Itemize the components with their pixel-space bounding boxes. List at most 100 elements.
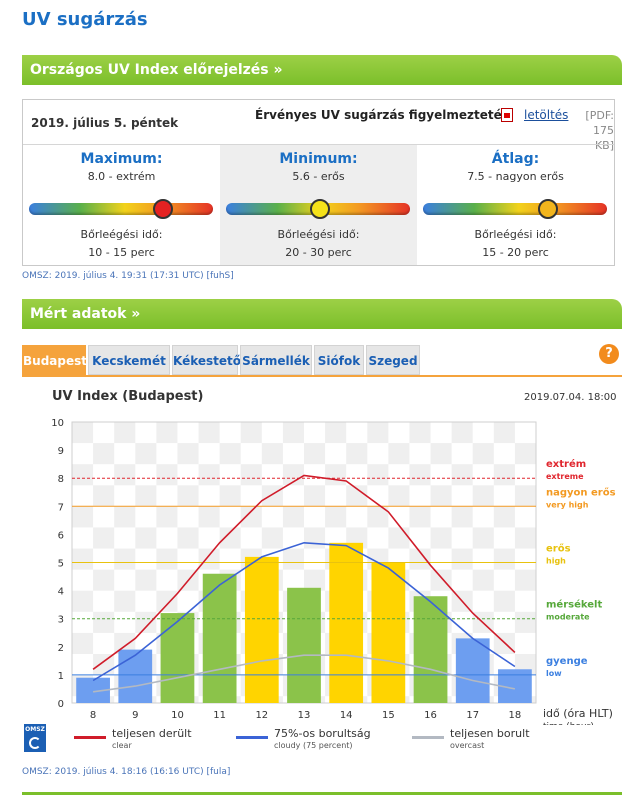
threshold-label: nagyon erős <box>546 486 616 498</box>
series-line <box>92 474 516 670</box>
forecast-section-header[interactable]: Országos UV Index előrejelzés » <box>22 55 622 85</box>
plot-background-tile <box>219 527 241 549</box>
y-tick-label: 4 <box>58 587 64 598</box>
plot-background-tile <box>135 611 157 633</box>
tab-szeged[interactable]: Szeged <box>366 345 420 375</box>
plot-background-tile <box>346 443 368 465</box>
download-link[interactable]: letöltés <box>524 108 569 122</box>
page-title: UV sugárzás <box>22 9 148 30</box>
pdf-info-line1: [PDF: <box>585 109 614 122</box>
threshold-label: erős <box>546 543 571 555</box>
pdf-icon[interactable] <box>501 108 513 122</box>
tab-kecskemet[interactable]: Kecskemét <box>88 345 170 375</box>
y-tick-label: 3 <box>58 615 64 626</box>
plot-background-tile <box>451 548 473 570</box>
plot-background-tile <box>430 527 452 549</box>
legend-clear-swatch <box>74 736 106 739</box>
plot-background-tile <box>72 632 94 654</box>
forecast-date: 2019. július 5. péntek <box>31 116 179 130</box>
plot-background-tile <box>219 485 241 507</box>
plot-background-tile <box>261 485 283 507</box>
uv-scale-bar <box>423 199 607 219</box>
station-tabs: Budapest Kecskemét Kékestető Sármellék S… <box>22 345 622 375</box>
plot-background-tile <box>72 506 94 528</box>
burn-time-label: Bőrleégési idő: <box>80 228 163 241</box>
x-tick-label: 9 <box>132 710 138 721</box>
uv-bar <box>118 649 153 703</box>
x-tick-label: 16 <box>424 710 437 721</box>
y-tick-label: 2 <box>58 643 64 654</box>
threshold-label-en: high <box>546 557 566 566</box>
plot-background-tile <box>93 527 115 549</box>
forecast-credit[interactable]: OMSZ: 2019. július 4. 19:31 (17:31 UTC) … <box>22 271 234 281</box>
y-tick-label: 10 <box>51 418 64 429</box>
threshold-label: extrém <box>546 458 586 470</box>
y-tick-label: 7 <box>58 502 64 513</box>
forecast-panel: 2019. július 5. péntek Érvényes UV sugár… <box>22 99 615 266</box>
plot-background-tile <box>198 422 220 444</box>
plot-background-tile <box>472 485 494 507</box>
plot-background-tile <box>451 422 473 444</box>
plot-background-tile <box>514 443 536 465</box>
uv-bar <box>371 562 406 703</box>
forecast-maximum-heading: Maximum: <box>80 151 163 167</box>
plot-background-tile <box>493 548 515 570</box>
y-tick-label: 1 <box>58 671 64 682</box>
plot-background-tile <box>114 506 136 528</box>
legend-overcast-swatch <box>412 736 444 739</box>
plot-background-tile <box>282 422 304 444</box>
help-icon[interactable]: ? <box>599 344 619 364</box>
measured-credit[interactable]: OMSZ: 2019. július 4. 18:16 (16:16 UTC) … <box>22 767 231 777</box>
uv-bar <box>413 596 448 703</box>
y-tick-label: 5 <box>58 559 64 570</box>
y-tick-label: 0 <box>58 699 64 710</box>
plot-background-tile <box>514 485 536 507</box>
plot-background-tile <box>156 422 178 444</box>
uv-warning-label: Érvényes UV sugárzás figyelmeztetés: <box>255 108 514 122</box>
plot-background-tile <box>367 464 389 486</box>
forecast-minimum: Minimum: 5.6 - erős Bőrleégési idő: 20 -… <box>220 145 417 265</box>
plot-background-tile <box>282 548 304 570</box>
plot-background-tile <box>156 548 178 570</box>
measured-section-header[interactable]: Mért adatok » <box>22 299 622 329</box>
x-tick-label: 18 <box>509 710 522 721</box>
tab-kekesteto[interactable]: Kékestető <box>172 345 241 375</box>
plot-background-tile <box>451 464 473 486</box>
series-line <box>92 541 516 682</box>
plot-background-tile <box>430 443 452 465</box>
plot-background-tile <box>135 443 157 465</box>
forecast-average-heading: Átlag: <box>491 151 540 167</box>
series-line <box>92 654 516 693</box>
plot-background-tile <box>72 422 94 444</box>
plot-background-tile <box>325 506 347 528</box>
plot-background-tile <box>388 527 410 549</box>
tab-budapest[interactable]: Budapest <box>22 345 87 375</box>
plot-background-tile <box>261 443 283 465</box>
threshold-label: mérsékelt <box>546 599 602 611</box>
legend-cloudy-sublabel: cloudy (75 percent) <box>274 741 353 750</box>
plot-background-tile <box>367 422 389 444</box>
threshold-label-en: very high <box>546 500 589 509</box>
legend-overcast-sublabel: overcast <box>450 741 485 750</box>
tab-sarmellek[interactable]: Sármellék <box>240 345 312 375</box>
forecast-average-value: 7.5 - nagyon erős <box>467 170 564 183</box>
plot-background-tile <box>72 548 94 570</box>
plot-background-tile <box>114 632 136 654</box>
burn-time-value: 20 - 30 perc <box>285 246 352 259</box>
plot-background-tile <box>198 506 220 528</box>
threshold-label: gyenge <box>546 656 588 667</box>
burn-time-label: Bőrleégési idő: <box>277 228 360 241</box>
plot-background-tile <box>388 485 410 507</box>
legend-overcast-label: teljesen borult <box>450 727 530 740</box>
chart-timestamp: 2019.07.04. 18:00 <box>524 392 617 403</box>
plot-background-tile <box>93 485 115 507</box>
threshold-label-en: moderate <box>546 613 590 622</box>
tab-underline <box>22 375 622 377</box>
plot-background-tile <box>114 422 136 444</box>
forecast-minimum-value: 5.6 - erős <box>292 170 345 183</box>
uv-bar <box>455 638 490 703</box>
omsz-logo: OMSZ <box>24 724 46 752</box>
divider <box>23 144 614 145</box>
tab-siofok[interactable]: Siófok <box>314 345 364 375</box>
